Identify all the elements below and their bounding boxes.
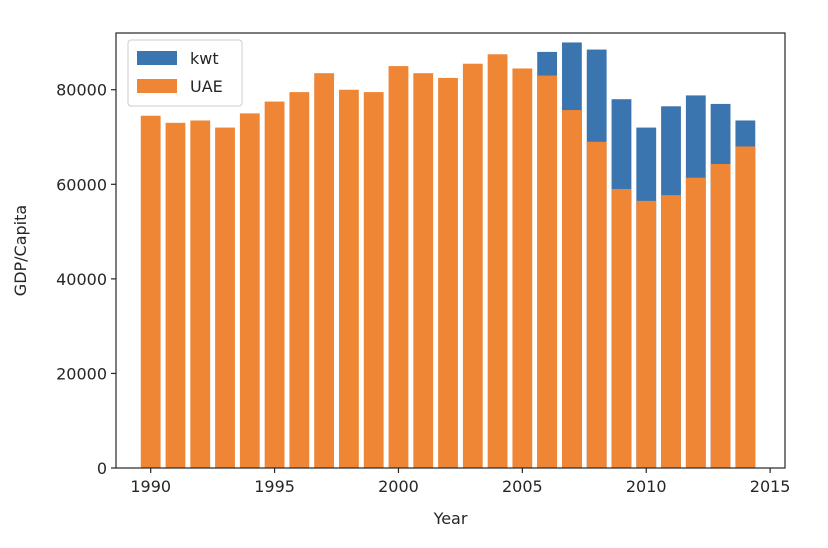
- bar-uae-2007: [562, 110, 582, 468]
- bar-uae-1999: [363, 92, 384, 468]
- x-tick-label-1990: 1990: [130, 477, 171, 496]
- bar-uae-2000: [388, 66, 409, 468]
- y-tick-label-0: 0: [97, 459, 107, 478]
- bar-uae-2014: [735, 146, 756, 469]
- y-axis-label: GDP/Capita: [11, 205, 30, 296]
- x-axis: 1990 1995 2000 2005 2010 2015: [130, 468, 790, 496]
- bar-uae-2008: [586, 141, 607, 468]
- bar-uae-2012: [685, 177, 706, 468]
- y-axis: 0 20000 40000 60000 80000: [56, 81, 116, 478]
- bar-uae-1994: [239, 113, 260, 468]
- bar-uae-2010: [636, 200, 657, 468]
- legend: kwt UAE: [127, 39, 243, 107]
- bar-uae-2011: [661, 195, 681, 468]
- y-tick-label-80000: 80000: [56, 81, 107, 100]
- bar-uae-2003: [462, 63, 483, 468]
- bar-uae-2006: [537, 75, 558, 469]
- legend-label-uae: UAE: [190, 77, 223, 96]
- x-tick-label-1995: 1995: [254, 477, 295, 496]
- bar-uae-2013: [710, 163, 731, 468]
- bar-uae-1995: [264, 101, 285, 468]
- uae-bars: [140, 54, 756, 469]
- bar-uae-2001: [413, 73, 434, 468]
- bar-uae-1990: [140, 115, 161, 469]
- y-tick-label-20000: 20000: [56, 364, 107, 383]
- bar-uae-1996: [289, 92, 310, 468]
- y-tick-label-40000: 40000: [56, 270, 107, 289]
- bar-uae-2002: [438, 77, 458, 469]
- x-axis-label: Year: [433, 509, 468, 528]
- y-tick-label-60000: 60000: [56, 175, 107, 194]
- legend-swatch-uae: [137, 79, 177, 93]
- bar-uae-1991: [165, 122, 186, 468]
- bar-uae-1992: [190, 120, 211, 468]
- x-tick-label-2005: 2005: [502, 477, 543, 496]
- legend-frame: [127, 39, 243, 107]
- legend-swatch-kwt: [137, 51, 177, 65]
- bar-uae-2009: [611, 189, 632, 468]
- bar-uae-2005: [512, 68, 533, 469]
- legend-label-kwt: kwt: [190, 49, 219, 68]
- bar-uae-1997: [314, 73, 335, 468]
- bar-uae-1998: [339, 89, 359, 469]
- plot-frame: [115, 32, 786, 469]
- x-tick-label-2015: 2015: [750, 477, 791, 496]
- bar-uae-2004: [487, 54, 508, 468]
- bar-uae-1993: [215, 127, 235, 468]
- x-tick-label-2010: 2010: [626, 477, 667, 496]
- x-tick-label-2000: 2000: [378, 477, 419, 496]
